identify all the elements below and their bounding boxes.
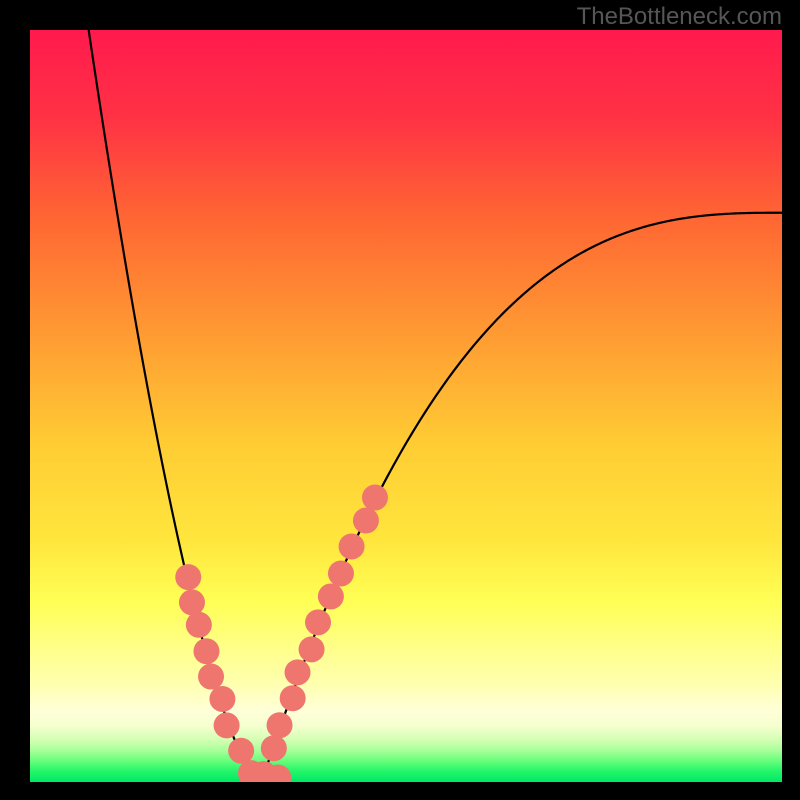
curve-marker bbox=[209, 686, 235, 712]
curve-marker bbox=[362, 485, 388, 511]
curve-marker bbox=[214, 712, 240, 738]
curve-marker bbox=[179, 589, 205, 615]
curve-marker bbox=[175, 564, 201, 590]
chart-stage: TheBottleneck.com bbox=[0, 0, 800, 800]
curve-marker bbox=[353, 508, 379, 534]
curve-marker bbox=[261, 735, 287, 761]
curve-marker bbox=[285, 659, 311, 685]
curve-marker bbox=[318, 583, 344, 609]
curve-marker bbox=[193, 638, 219, 664]
curve-marker bbox=[305, 609, 331, 635]
curve-marker bbox=[299, 636, 325, 662]
curve-marker bbox=[339, 533, 365, 559]
curve-marker bbox=[267, 712, 293, 738]
curve-marker bbox=[280, 685, 306, 711]
curve-marker bbox=[228, 738, 254, 764]
chart-svg bbox=[0, 0, 800, 800]
curve-marker bbox=[186, 612, 212, 638]
curve-marker bbox=[328, 560, 354, 586]
plot-area bbox=[30, 30, 782, 782]
curve-marker bbox=[198, 664, 224, 690]
